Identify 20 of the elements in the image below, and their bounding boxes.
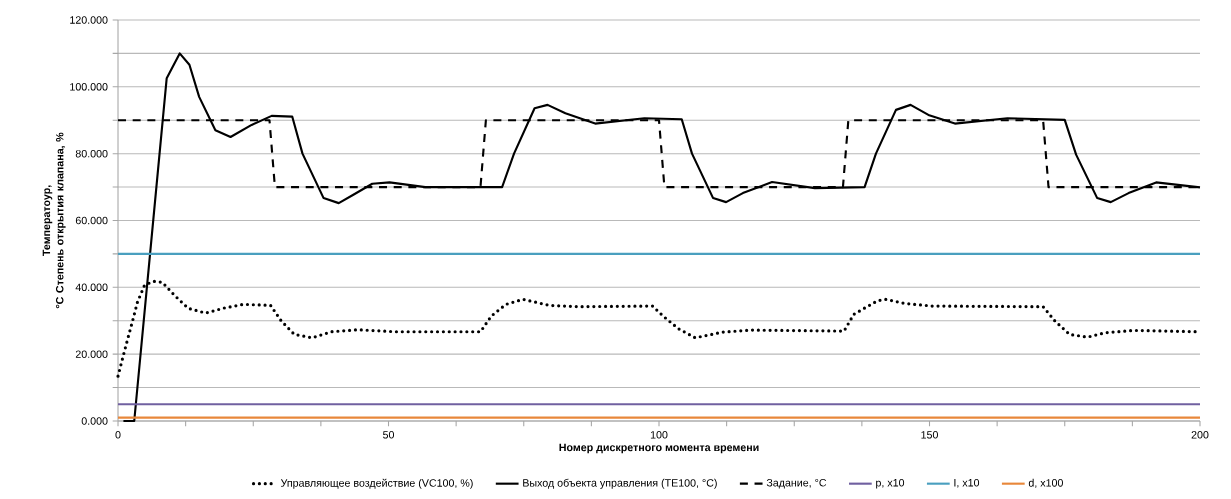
y-tick-label: 0.000: [81, 417, 108, 425]
legend-label: Управляющее воздействие (VC100, %): [280, 478, 473, 489]
x-axis-title: Номер дискретного момента времени: [559, 443, 759, 454]
legend-label: Задание, °C: [766, 478, 827, 489]
y-tick-label: 120.000: [70, 16, 108, 24]
x-tick-label: 50: [383, 431, 395, 439]
legend-label: p, x10: [876, 478, 905, 489]
y-tick-label: 40.000: [75, 283, 108, 292]
y-axis-title: Температоур, °C Степень открытия клапана, %: [42, 132, 66, 309]
x-tick-label: 0: [115, 431, 121, 439]
legend-label: d, x100: [1028, 478, 1063, 488]
y-tick-label: 100.000: [70, 83, 108, 91]
legend-label: Выход объекта управления (TE100, °C): [523, 478, 717, 489]
legend-label: I, x10: [954, 478, 980, 488]
x-tick-label: 200: [1191, 431, 1209, 439]
x-tick-label: 150: [921, 431, 938, 439]
y-tick-label: 20.000: [75, 350, 108, 358]
y-tick-label: 60.000: [75, 216, 108, 225]
x-tick-label: 100: [650, 431, 668, 439]
y-tick-label: 80.000: [75, 149, 108, 158]
